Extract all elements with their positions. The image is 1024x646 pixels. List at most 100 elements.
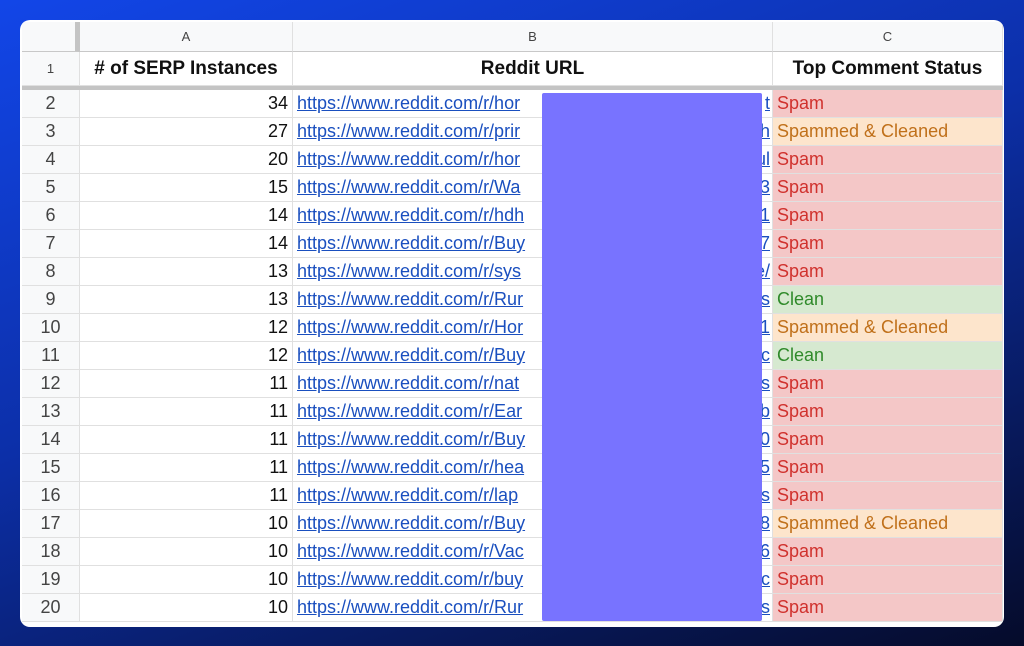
serp-count-cell[interactable]: 14 (80, 202, 293, 230)
serp-count-cell[interactable]: 15 (80, 174, 293, 202)
column-header-c[interactable]: C (773, 22, 1003, 52)
url-link-tail[interactable]: 0 (759, 429, 770, 449)
table-row: 14 11 https://www.reddit.com/r/Buy 0 Spam (22, 426, 1003, 454)
serp-count-cell[interactable]: 20 (80, 146, 293, 174)
table-row: 9 13 https://www.reddit.com/r/Rur ts Clea… (22, 286, 1003, 314)
status-cell[interactable]: Spam (773, 538, 1003, 566)
row-number[interactable]: 20 (22, 594, 80, 622)
status-cell[interactable]: Spam (773, 202, 1003, 230)
url-link[interactable]: https://www.reddit.com/r/nat (297, 373, 520, 393)
url-link[interactable]: https://www.reddit.com/r/Buy (297, 233, 526, 253)
url-link[interactable]: https://www.reddit.com/r/sys (297, 261, 522, 281)
url-link[interactable]: https://www.reddit.com/r/Hor (297, 317, 524, 337)
serp-count-cell[interactable]: 34 (80, 90, 293, 118)
serp-count-cell[interactable]: 10 (80, 566, 293, 594)
serp-count-cell[interactable]: 12 (80, 342, 293, 370)
serp-count-cell[interactable]: 10 (80, 594, 293, 622)
status-cell[interactable]: Spam (773, 566, 1003, 594)
row-number[interactable]: 10 (22, 314, 80, 342)
status-cell[interactable]: Spam (773, 174, 1003, 202)
url-cell[interactable]: https://www.reddit.com/r/Hor 1 (293, 314, 773, 342)
column-header-b[interactable]: B (293, 22, 773, 52)
status-cell[interactable]: Clean (773, 286, 1003, 314)
url-link-tail[interactable]: 1 (759, 317, 770, 337)
status-cell[interactable]: Spam (773, 398, 1003, 426)
row-number[interactable]: 11 (22, 342, 80, 370)
row-number[interactable]: 13 (22, 398, 80, 426)
table-row: 2 34 https://www.reddit.com/r/hor t Spam (22, 90, 1003, 118)
status-cell[interactable]: Spam (773, 230, 1003, 258)
url-link-tail[interactable]: t (764, 93, 770, 113)
row-number[interactable]: 19 (22, 566, 80, 594)
row-number[interactable]: 6 (22, 202, 80, 230)
status-cell[interactable]: Spammed & Cleaned (773, 314, 1003, 342)
row-number[interactable]: 9 (22, 286, 80, 314)
row-number[interactable]: 3 (22, 118, 80, 146)
serp-count-cell[interactable]: 10 (80, 510, 293, 538)
url-link[interactable]: https://www.reddit.com/r/Buy (297, 345, 526, 365)
url-cell[interactable]: https://www.reddit.com/r/Wa 3 (293, 174, 773, 202)
url-link[interactable]: https://www.reddit.com/r/buy (297, 569, 524, 589)
header-comment-status[interactable]: Top Comment Status (773, 52, 1003, 86)
serp-count-cell[interactable]: 10 (80, 538, 293, 566)
status-cell[interactable]: Spam (773, 370, 1003, 398)
serp-count-cell[interactable]: 11 (80, 398, 293, 426)
url-link[interactable]: https://www.reddit.com/r/hor (297, 149, 521, 169)
row-number[interactable]: 8 (22, 258, 80, 286)
row-number[interactable]: 5 (22, 174, 80, 202)
serp-count-cell[interactable]: 14 (80, 230, 293, 258)
url-link[interactable]: https://www.reddit.com/r/hdh (297, 205, 525, 225)
url-link[interactable]: https://www.reddit.com/r/hea (297, 457, 525, 477)
row-number[interactable]: 18 (22, 538, 80, 566)
url-link[interactable]: https://www.reddit.com/r/Buy (297, 429, 526, 449)
url-link[interactable]: https://www.reddit.com/r/Wa (297, 177, 521, 197)
status-cell[interactable]: Spam (773, 426, 1003, 454)
url-link-tail[interactable]: 3 (759, 177, 770, 197)
serp-count-cell[interactable]: 13 (80, 286, 293, 314)
status-cell[interactable]: Spammed & Cleaned (773, 510, 1003, 538)
row-number[interactable]: 7 (22, 230, 80, 258)
column-header-a[interactable]: A (80, 22, 293, 52)
spreadsheet-grid: A B C 1 # of SERP Instances Reddit URL T… (22, 22, 1003, 622)
row-number[interactable]: 1 (22, 52, 80, 86)
row-number[interactable]: 16 (22, 482, 80, 510)
serp-count-cell[interactable]: 27 (80, 118, 293, 146)
header-serp-instances[interactable]: # of SERP Instances (80, 52, 293, 86)
row-number[interactable]: 4 (22, 146, 80, 174)
url-link[interactable]: https://www.reddit.com/r/Ear (297, 401, 523, 421)
status-cell[interactable]: Spammed & Cleaned (773, 118, 1003, 146)
status-cell[interactable]: Spam (773, 146, 1003, 174)
status-cell[interactable]: Spam (773, 482, 1003, 510)
table-row: 12 11 https://www.reddit.com/r/nat ts Spa… (22, 370, 1003, 398)
url-link-tail[interactable]: 1 (759, 205, 770, 225)
row-number[interactable]: 15 (22, 454, 80, 482)
serp-count-cell[interactable]: 11 (80, 482, 293, 510)
url-link[interactable]: https://www.reddit.com/r/Vac (297, 541, 524, 561)
url-cell[interactable]: https://www.reddit.com/r/hor t (293, 90, 773, 118)
status-cell[interactable]: Clean (773, 342, 1003, 370)
row-number[interactable]: 17 (22, 510, 80, 538)
status-cell[interactable]: Spam (773, 90, 1003, 118)
status-cell[interactable]: Spam (773, 594, 1003, 622)
row-number[interactable]: 2 (22, 90, 80, 118)
url-link[interactable]: https://www.reddit.com/r/hor (297, 93, 521, 113)
url-cell[interactable]: https://www.reddit.com/r/hdh 1 (293, 202, 773, 230)
serp-count-cell[interactable]: 11 (80, 454, 293, 482)
table-row: 18 10 https://www.reddit.com/r/Vac16 Spa… (22, 538, 1003, 566)
row-number[interactable]: 12 (22, 370, 80, 398)
url-link[interactable]: https://www.reddit.com/r/Rur (297, 597, 524, 617)
url-link[interactable]: https://www.reddit.com/r/Rur (297, 289, 524, 309)
url-link[interactable]: https://www.reddit.com/r/lap (297, 485, 519, 505)
status-cell[interactable]: Spam (773, 258, 1003, 286)
url-link[interactable]: https://www.reddit.com/r/prir (297, 121, 521, 141)
row-number[interactable]: 14 (22, 426, 80, 454)
select-all-corner[interactable] (22, 22, 80, 52)
serp-count-cell[interactable]: 11 (80, 370, 293, 398)
status-cell[interactable]: Spam (773, 454, 1003, 482)
url-link[interactable]: https://www.reddit.com/r/Buy (297, 513, 526, 533)
serp-count-cell[interactable]: 13 (80, 258, 293, 286)
serp-count-cell[interactable]: 12 (80, 314, 293, 342)
header-reddit-url[interactable]: Reddit URL (293, 52, 773, 86)
serp-count-cell[interactable]: 11 (80, 426, 293, 454)
url-cell[interactable]: https://www.reddit.com/r/Buy 0 (293, 426, 773, 454)
